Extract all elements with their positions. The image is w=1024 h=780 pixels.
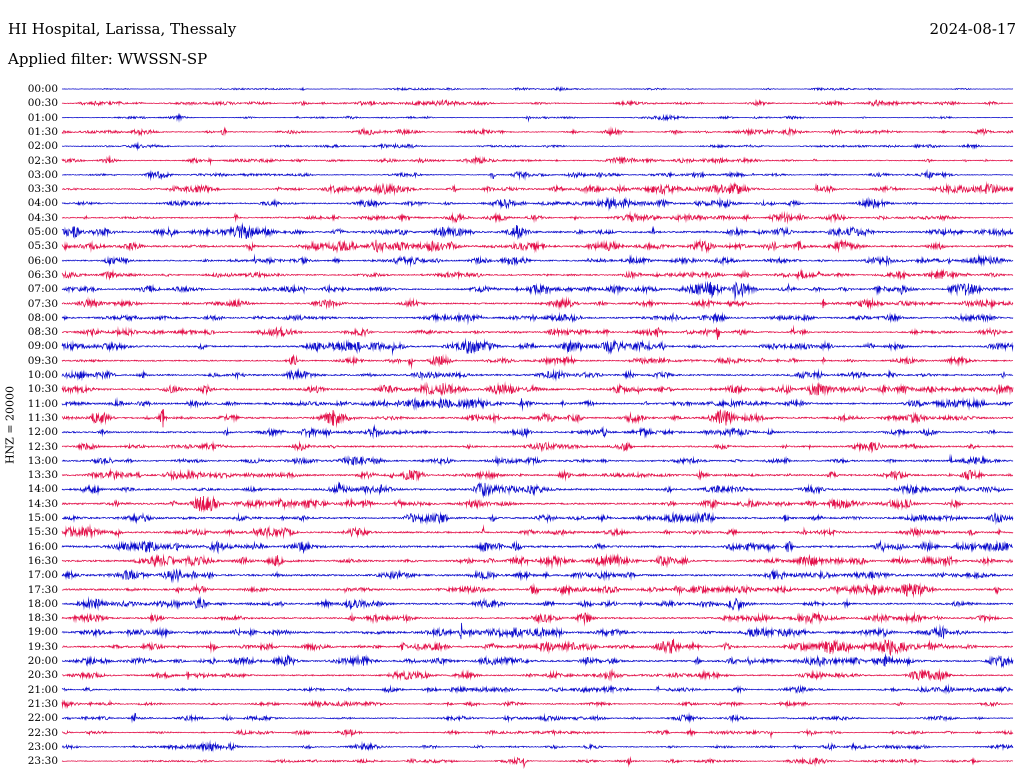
time-label-1530: 15:30 <box>27 526 58 539</box>
time-label-2130: 21:30 <box>27 697 58 710</box>
time-label-1730: 17:30 <box>27 583 58 596</box>
time-label-2300: 23:00 <box>27 740 58 753</box>
time-label-0200: 02:00 <box>27 140 58 153</box>
time-label-0800: 08:00 <box>27 311 58 324</box>
time-label-0930: 09:30 <box>27 354 58 367</box>
time-label-0400: 04:00 <box>27 197 58 210</box>
time-label-0030: 00:30 <box>27 97 58 110</box>
time-label-0430: 04:30 <box>27 211 58 224</box>
time-label-0830: 08:30 <box>27 326 58 339</box>
time-label-1400: 14:00 <box>27 483 58 496</box>
time-label-0900: 09:00 <box>27 340 58 353</box>
time-label-1600: 16:00 <box>27 540 58 553</box>
time-label-0630: 06:30 <box>27 268 58 281</box>
time-label-1630: 16:30 <box>27 554 58 567</box>
time-label-1330: 13:30 <box>27 469 58 482</box>
time-label-0530: 05:30 <box>27 240 58 253</box>
time-label-0730: 07:30 <box>27 297 58 310</box>
time-label-0130: 01:30 <box>27 125 58 138</box>
time-label-1700: 17:00 <box>27 569 58 582</box>
time-label-1500: 15:00 <box>27 512 58 524</box>
time-label-1930: 19:30 <box>27 640 58 653</box>
time-label-1800: 18:00 <box>27 597 58 610</box>
time-label-0330: 03:30 <box>27 183 58 196</box>
time-label-1830: 18:30 <box>27 612 58 625</box>
time-label-0500: 05:00 <box>27 226 58 238</box>
time-label-1900: 19:00 <box>27 626 58 639</box>
time-label-1230: 12:30 <box>27 440 58 453</box>
time-label-2100: 21:00 <box>27 683 58 696</box>
time-label-1000: 10:00 <box>27 369 58 381</box>
time-label-1030: 10:30 <box>27 383 58 396</box>
time-label-2200: 22:00 <box>27 712 58 725</box>
time-label-1130: 11:30 <box>27 411 58 424</box>
time-label-2330: 23:30 <box>27 755 58 768</box>
time-label-0000: 00:00 <box>27 83 58 95</box>
time-label-2000: 20:00 <box>27 655 58 667</box>
time-label-0600: 06:00 <box>27 254 58 267</box>
time-label-1300: 13:00 <box>27 454 58 467</box>
time-label-0700: 07:00 <box>27 283 58 296</box>
time-label-2030: 20:30 <box>27 669 58 682</box>
time-label-1100: 11:00 <box>27 397 58 410</box>
time-label-0300: 03:00 <box>27 168 58 181</box>
time-label-1200: 12:00 <box>27 426 58 439</box>
time-label-0100: 01:00 <box>27 111 58 124</box>
time-label-0230: 02:30 <box>27 154 58 167</box>
time-label-2230: 22:30 <box>27 726 58 739</box>
time-label-1430: 14:30 <box>27 497 58 510</box>
